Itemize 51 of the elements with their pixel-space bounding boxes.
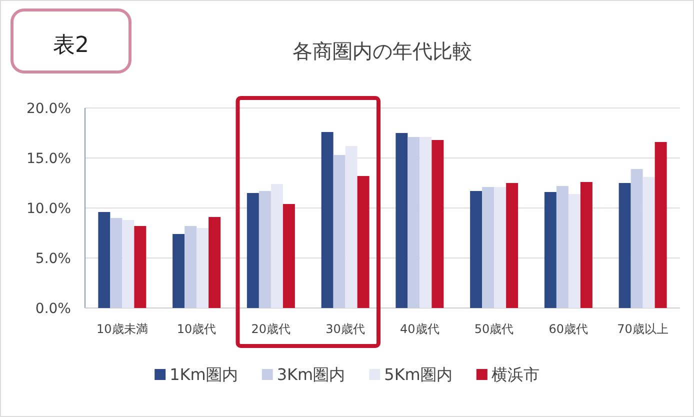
bar: [321, 132, 334, 308]
bar: [208, 217, 221, 308]
bar: [333, 155, 346, 308]
x-tick-label: 60歳代: [548, 322, 588, 336]
bar: [270, 184, 283, 308]
bar: [470, 191, 482, 308]
bar: [122, 220, 134, 308]
bar: [110, 218, 122, 308]
bar: [396, 133, 408, 308]
y-tick-label: 20.0%: [26, 101, 71, 117]
bar: [98, 212, 110, 308]
x-tick-label: 50歳代: [474, 322, 514, 336]
bar: [282, 204, 295, 308]
bar: [630, 169, 643, 308]
x-tick-label: 20歳代: [251, 322, 291, 336]
bar: [494, 187, 506, 308]
x-tick-label: 40歳代: [400, 322, 440, 336]
bar: [134, 226, 146, 308]
bar: [642, 177, 655, 308]
y-tick-label: 0.0%: [35, 301, 71, 317]
y-tick-label: 10.0%: [26, 201, 71, 217]
x-tick-label: 10歳未満: [96, 322, 148, 336]
bar: [482, 187, 494, 308]
bar: [556, 186, 568, 308]
x-tick-label: 10歳代: [176, 322, 216, 336]
legend-label: 横浜市: [491, 365, 540, 384]
bar: [432, 140, 444, 308]
x-tick-label: 70歳以上: [617, 322, 668, 336]
legend-label: 5Km圏内: [384, 365, 452, 384]
legend-label: 3Km圏内: [276, 365, 346, 384]
legend-label: 1Km圏内: [170, 365, 238, 384]
label-box: 表2: [10, 8, 132, 74]
bar: [196, 228, 209, 308]
bar: [345, 146, 358, 308]
bar: [654, 142, 667, 308]
bar: [246, 193, 259, 308]
bar: [618, 183, 631, 308]
bar: [258, 191, 271, 308]
y-tick-label: 5.0%: [35, 251, 71, 267]
bar: [408, 137, 420, 308]
bar: [420, 137, 432, 308]
bar: [544, 192, 556, 308]
bar: [357, 176, 370, 308]
bar: [506, 183, 518, 308]
bar: [568, 194, 580, 308]
bar: [172, 234, 185, 308]
y-tick-label: 15.0%: [26, 151, 71, 167]
bar: [580, 182, 592, 308]
chart-title: 各商圏内の年代比較: [292, 39, 472, 63]
x-tick-label: 30歳代: [326, 322, 365, 336]
bar: [184, 226, 197, 308]
